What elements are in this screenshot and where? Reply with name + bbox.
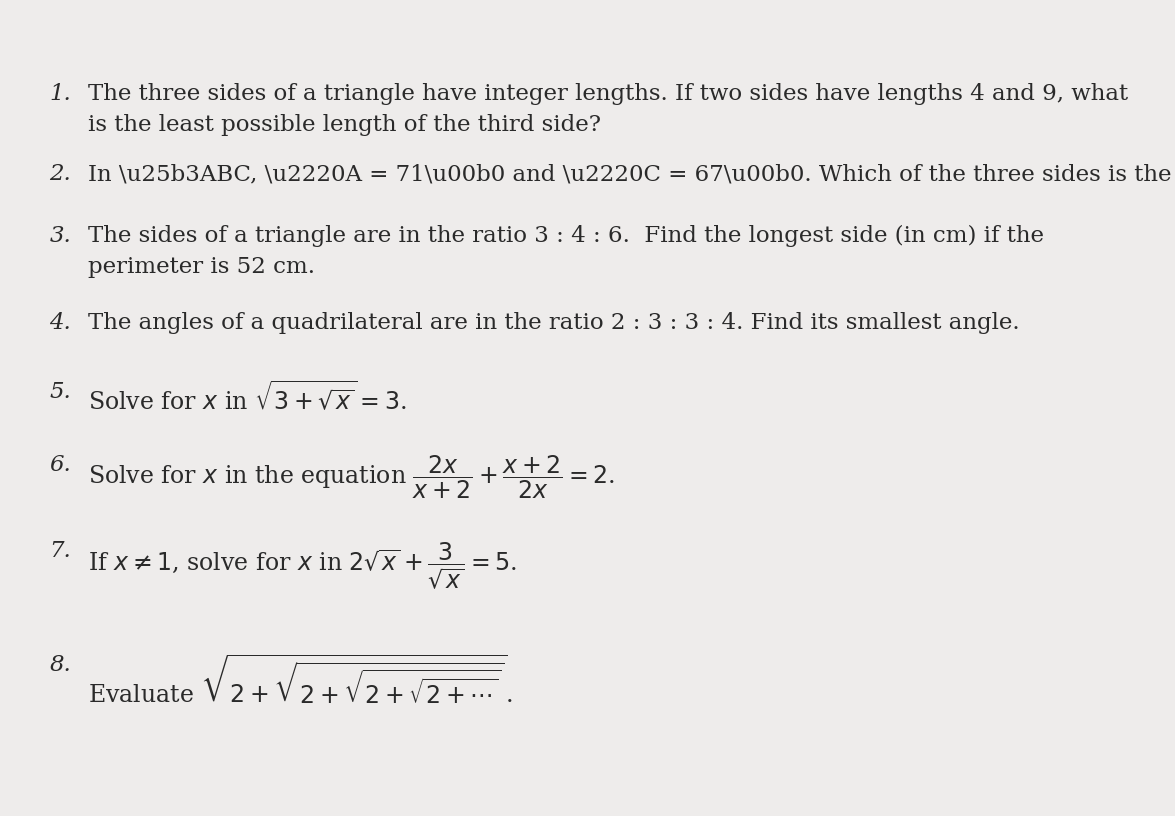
Text: 6.: 6.	[49, 454, 72, 476]
Text: The three sides of a triangle have integer lengths. If two sides have lengths 4 : The three sides of a triangle have integ…	[88, 83, 1128, 105]
Text: 8.: 8.	[49, 654, 72, 676]
Text: 3.: 3.	[49, 225, 72, 247]
Text: The sides of a triangle are in the ratio 3 : 4 : 6.  Find the longest side (in c: The sides of a triangle are in the ratio…	[88, 225, 1045, 247]
Text: 1.: 1.	[49, 83, 72, 105]
Text: 4.: 4.	[49, 312, 72, 334]
Text: Solve for $x$ in $\sqrt{3+\sqrt{x}}=3$.: Solve for $x$ in $\sqrt{3+\sqrt{x}}=3$.	[88, 381, 407, 416]
Text: Solve for $x$ in the equation $\dfrac{2x}{x+2}+\dfrac{x+2}{2x}=2$.: Solve for $x$ in the equation $\dfrac{2x…	[88, 454, 616, 501]
Text: The angles of a quadrilateral are in the ratio 2 : 3 : 3 : 4. Find its smallest : The angles of a quadrilateral are in the…	[88, 312, 1020, 334]
Text: perimeter is 52 cm.: perimeter is 52 cm.	[88, 256, 315, 278]
Text: 5.: 5.	[49, 381, 72, 403]
Text: 7.: 7.	[49, 540, 72, 562]
Text: In \u25b3ABC, \u2220A = 71\u00b0 and \u2220C = 67\u00b0. Which of the three side: In \u25b3ABC, \u2220A = 71\u00b0 and \u2…	[88, 163, 1175, 185]
Text: 2.: 2.	[49, 163, 72, 185]
Text: Evaluate $\sqrt{2+\sqrt{2+\sqrt{2+\sqrt{2+\cdots}}}}$.: Evaluate $\sqrt{2+\sqrt{2+\sqrt{2+\sqrt{…	[88, 654, 512, 710]
Text: is the least possible length of the third side?: is the least possible length of the thir…	[88, 114, 602, 136]
Text: If $x\neq 1$, solve for $x$ in $2\sqrt{x}+\dfrac{3}{\sqrt{x}}=5$.: If $x\neq 1$, solve for $x$ in $2\sqrt{x…	[88, 540, 517, 592]
